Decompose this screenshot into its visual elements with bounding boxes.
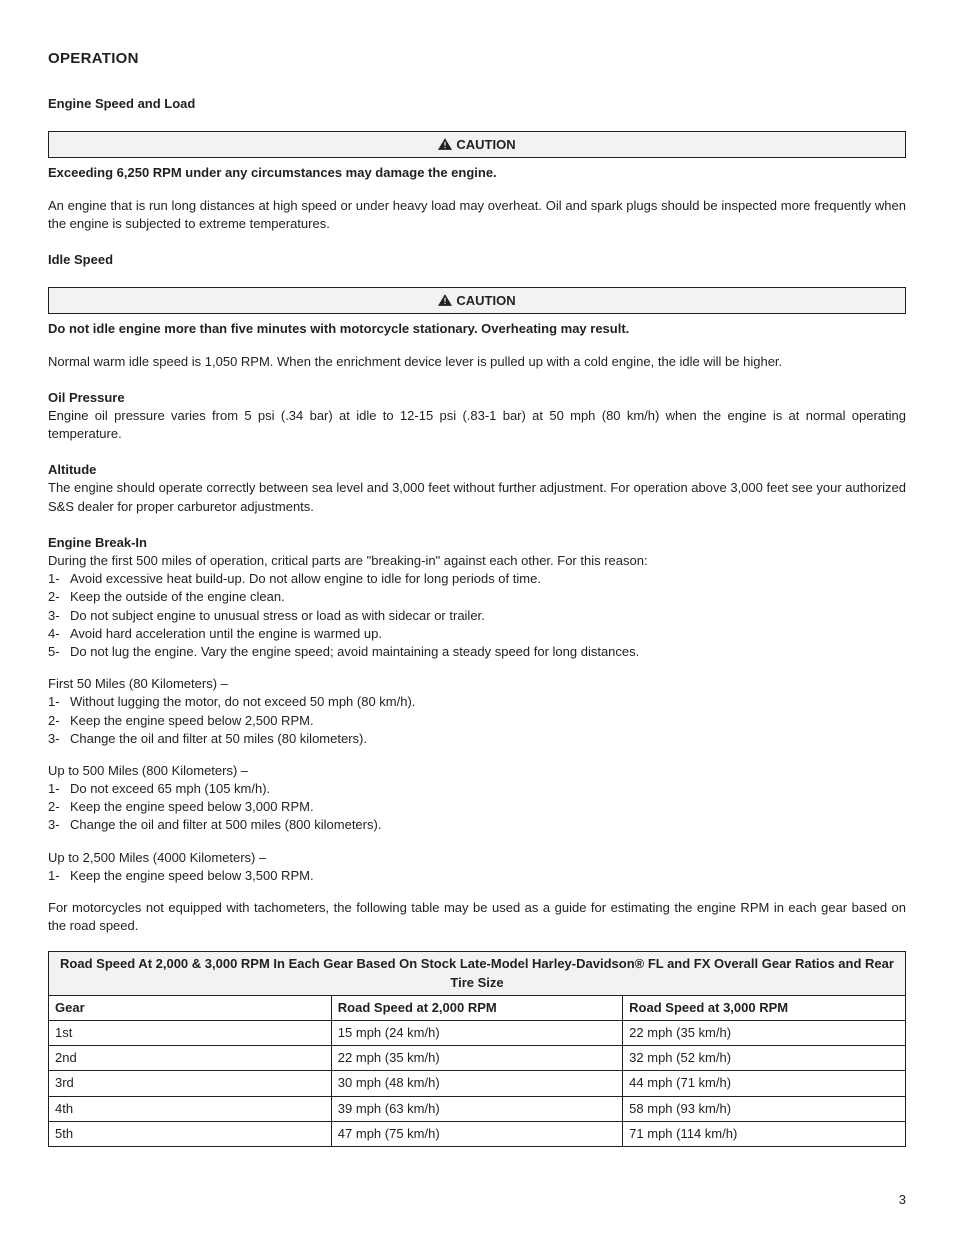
list-item-text: Change the oil and filter at 50 miles (8… bbox=[70, 730, 367, 748]
list-item-number: 1- bbox=[48, 570, 70, 588]
heading-oil-pressure: Oil Pressure bbox=[48, 389, 906, 407]
list-item-text: Keep the outside of the engine clean. bbox=[70, 588, 285, 606]
list-item-text: Do not lug the engine. Vary the engine s… bbox=[70, 643, 639, 661]
list-up-to-500: 1-Do not exceed 65 mph (105 km/h).2-Keep… bbox=[48, 780, 906, 835]
table-cell: 47 mph (75 km/h) bbox=[331, 1121, 622, 1146]
page-title: OPERATION bbox=[48, 48, 906, 69]
caution-text-idle: Do not idle engine more than five minute… bbox=[48, 320, 906, 338]
list-item: 1-Do not exceed 65 mph (105 km/h). bbox=[48, 780, 906, 798]
list-item-number: 2- bbox=[48, 588, 70, 606]
heading-up-to-2500: Up to 2,500 Miles (4000 Kilometers) – bbox=[48, 849, 906, 867]
list-item-number: 3- bbox=[48, 730, 70, 748]
list-item-text: Keep the engine speed below 2,500 RPM. bbox=[70, 712, 314, 730]
para-oil-pressure: Engine oil pressure varies from 5 psi (.… bbox=[48, 407, 906, 443]
table-column-header: Road Speed at 3,000 RPM bbox=[623, 995, 906, 1020]
para-idle-speed: Normal warm idle speed is 1,050 RPM. Whe… bbox=[48, 353, 906, 371]
list-item-text: Change the oil and filter at 500 miles (… bbox=[70, 816, 381, 834]
table-cell: 22 mph (35 km/h) bbox=[623, 1020, 906, 1045]
table-cell: 1st bbox=[49, 1020, 332, 1045]
heading-break-in: Engine Break-In bbox=[48, 534, 906, 552]
table-caption: Road Speed At 2,000 & 3,000 RPM In Each … bbox=[49, 952, 906, 995]
warning-icon bbox=[438, 294, 452, 306]
list-item-text: Do not exceed 65 mph (105 km/h). bbox=[70, 780, 270, 798]
caution-label: CAUTION bbox=[456, 293, 515, 308]
caution-text-engine-speed: Exceeding 6,250 RPM under any circumstan… bbox=[48, 164, 906, 182]
para-altitude: The engine should operate correctly betw… bbox=[48, 479, 906, 515]
list-item: 3-Change the oil and filter at 50 miles … bbox=[48, 730, 906, 748]
list-item-number: 2- bbox=[48, 712, 70, 730]
list-item-number: 1- bbox=[48, 780, 70, 798]
table-row: 3rd30 mph (48 km/h)44 mph (71 km/h) bbox=[49, 1071, 906, 1096]
table-cell: 58 mph (93 km/h) bbox=[623, 1096, 906, 1121]
table-cell: 4th bbox=[49, 1096, 332, 1121]
caution-box-engine-speed: CAUTION bbox=[48, 131, 906, 158]
table-cell: 15 mph (24 km/h) bbox=[331, 1020, 622, 1045]
table-row: 4th39 mph (63 km/h)58 mph (93 km/h) bbox=[49, 1096, 906, 1121]
table-cell: 22 mph (35 km/h) bbox=[331, 1046, 622, 1071]
list-item: 2-Keep the engine speed below 3,000 RPM. bbox=[48, 798, 906, 816]
caution-box-idle: CAUTION bbox=[48, 287, 906, 314]
table-column-header: Gear bbox=[49, 995, 332, 1020]
list-item-text: Keep the engine speed below 3,500 RPM. bbox=[70, 867, 314, 885]
heading-idle-speed: Idle Speed bbox=[48, 251, 906, 269]
list-item-text: Without lugging the motor, do not exceed… bbox=[70, 693, 415, 711]
para-break-in-intro: During the first 500 miles of operation,… bbox=[48, 552, 906, 570]
caution-label: CAUTION bbox=[456, 137, 515, 152]
list-item-number: 1- bbox=[48, 867, 70, 885]
list-item: 3-Change the oil and filter at 500 miles… bbox=[48, 816, 906, 834]
list-item-number: 4- bbox=[48, 625, 70, 643]
list-item: 4-Avoid hard acceleration until the engi… bbox=[48, 625, 906, 643]
list-item: 1-Without lugging the motor, do not exce… bbox=[48, 693, 906, 711]
list-item-text: Keep the engine speed below 3,000 RPM. bbox=[70, 798, 314, 816]
list-item: 2-Keep the outside of the engine clean. bbox=[48, 588, 906, 606]
heading-first-50: First 50 Miles (80 Kilometers) – bbox=[48, 675, 906, 693]
list-item: 1-Avoid excessive heat build-up. Do not … bbox=[48, 570, 906, 588]
para-engine-speed: An engine that is run long distances at … bbox=[48, 197, 906, 233]
list-item: 3-Do not subject engine to unusual stres… bbox=[48, 607, 906, 625]
list-item-number: 2- bbox=[48, 798, 70, 816]
heading-engine-speed: Engine Speed and Load bbox=[48, 95, 906, 113]
list-first-50: 1-Without lugging the motor, do not exce… bbox=[48, 693, 906, 748]
table-column-header: Road Speed at 2,000 RPM bbox=[331, 995, 622, 1020]
list-item-number: 3- bbox=[48, 816, 70, 834]
list-item: 2-Keep the engine speed below 2,500 RPM. bbox=[48, 712, 906, 730]
table-cell: 44 mph (71 km/h) bbox=[623, 1071, 906, 1096]
list-item-text: Do not subject engine to unusual stress … bbox=[70, 607, 485, 625]
table-cell: 30 mph (48 km/h) bbox=[331, 1071, 622, 1096]
list-item-number: 3- bbox=[48, 607, 70, 625]
table-cell: 71 mph (114 km/h) bbox=[623, 1121, 906, 1146]
table-row: 2nd22 mph (35 km/h)32 mph (52 km/h) bbox=[49, 1046, 906, 1071]
table-cell: 39 mph (63 km/h) bbox=[331, 1096, 622, 1121]
speed-table: Road Speed At 2,000 & 3,000 RPM In Each … bbox=[48, 951, 906, 1147]
list-item: 1-Keep the engine speed below 3,500 RPM. bbox=[48, 867, 906, 885]
table-cell: 32 mph (52 km/h) bbox=[623, 1046, 906, 1071]
table-cell: 2nd bbox=[49, 1046, 332, 1071]
para-table-intro: For motorcycles not equipped with tachom… bbox=[48, 899, 906, 935]
heading-up-to-500: Up to 500 Miles (800 Kilometers) – bbox=[48, 762, 906, 780]
table-cell: 5th bbox=[49, 1121, 332, 1146]
list-item-number: 5- bbox=[48, 643, 70, 661]
heading-altitude: Altitude bbox=[48, 461, 906, 479]
list-item-text: Avoid hard acceleration until the engine… bbox=[70, 625, 382, 643]
table-row: 5th47 mph (75 km/h)71 mph (114 km/h) bbox=[49, 1121, 906, 1146]
list-item: 5-Do not lug the engine. Vary the engine… bbox=[48, 643, 906, 661]
list-item-number: 1- bbox=[48, 693, 70, 711]
table-cell: 3rd bbox=[49, 1071, 332, 1096]
warning-icon bbox=[438, 138, 452, 150]
list-item-text: Avoid excessive heat build-up. Do not al… bbox=[70, 570, 541, 588]
list-break-in: 1-Avoid excessive heat build-up. Do not … bbox=[48, 570, 906, 661]
list-up-to-2500: 1-Keep the engine speed below 3,500 RPM. bbox=[48, 867, 906, 885]
table-row: 1st15 mph (24 km/h)22 mph (35 km/h) bbox=[49, 1020, 906, 1045]
page-number: 3 bbox=[48, 1191, 906, 1209]
